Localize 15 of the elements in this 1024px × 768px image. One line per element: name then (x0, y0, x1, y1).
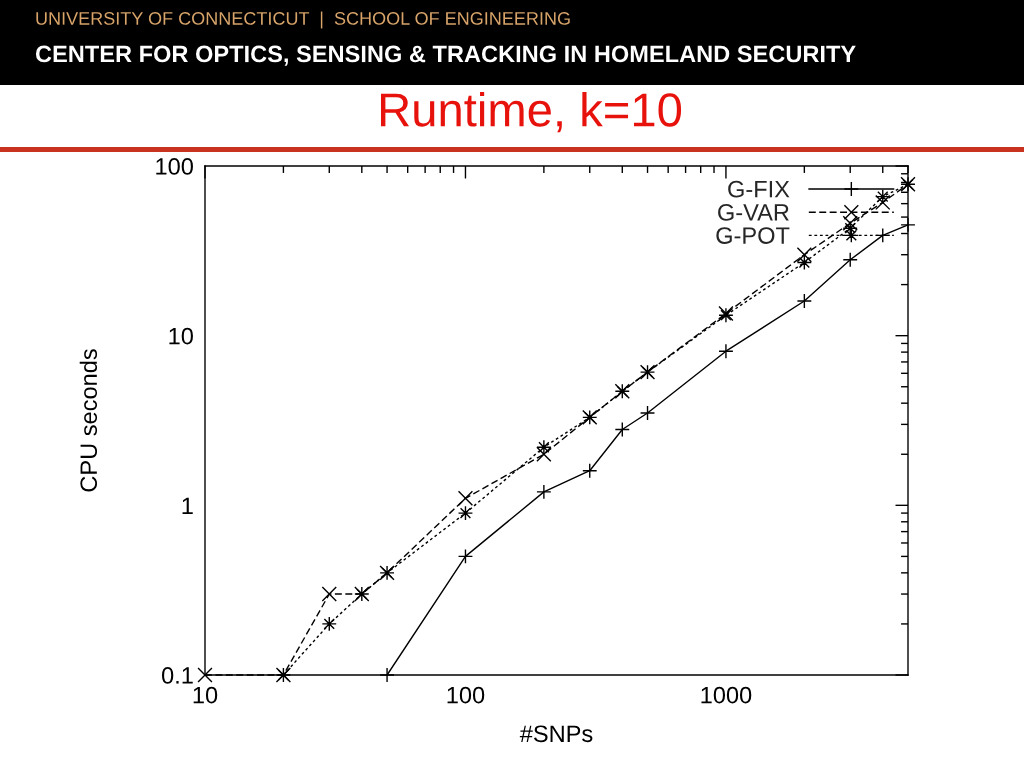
legend-label: G-POT (716, 227, 790, 244)
legend-label: G-VAR (718, 203, 789, 221)
y-tick-label: 0.1 (161, 667, 193, 684)
y-tick-label: 1 (182, 497, 193, 514)
x-tick-label: 100 (447, 686, 485, 704)
y-tick-label: 100 (156, 158, 193, 175)
y-tick-label: 10 (169, 327, 193, 345)
x-axis-title: #SNPs (519, 725, 593, 743)
x-tick-label: 1000 (701, 686, 752, 704)
y-axis-title: CPU seconds (79, 349, 98, 492)
text: CENTER FOR OPTICS, SENSING & TRACKING IN HOMELAND SECURITY (35, 45, 856, 66)
text: UNIVERSITY OF CONNECTICUT | SCHOOL OF ENGINEERING (36, 11, 570, 29)
chart-title: Runtime, k=10 (380, 91, 682, 133)
x-tick-label: 10 (193, 686, 218, 704)
legend-label: G-FIX (728, 180, 790, 198)
